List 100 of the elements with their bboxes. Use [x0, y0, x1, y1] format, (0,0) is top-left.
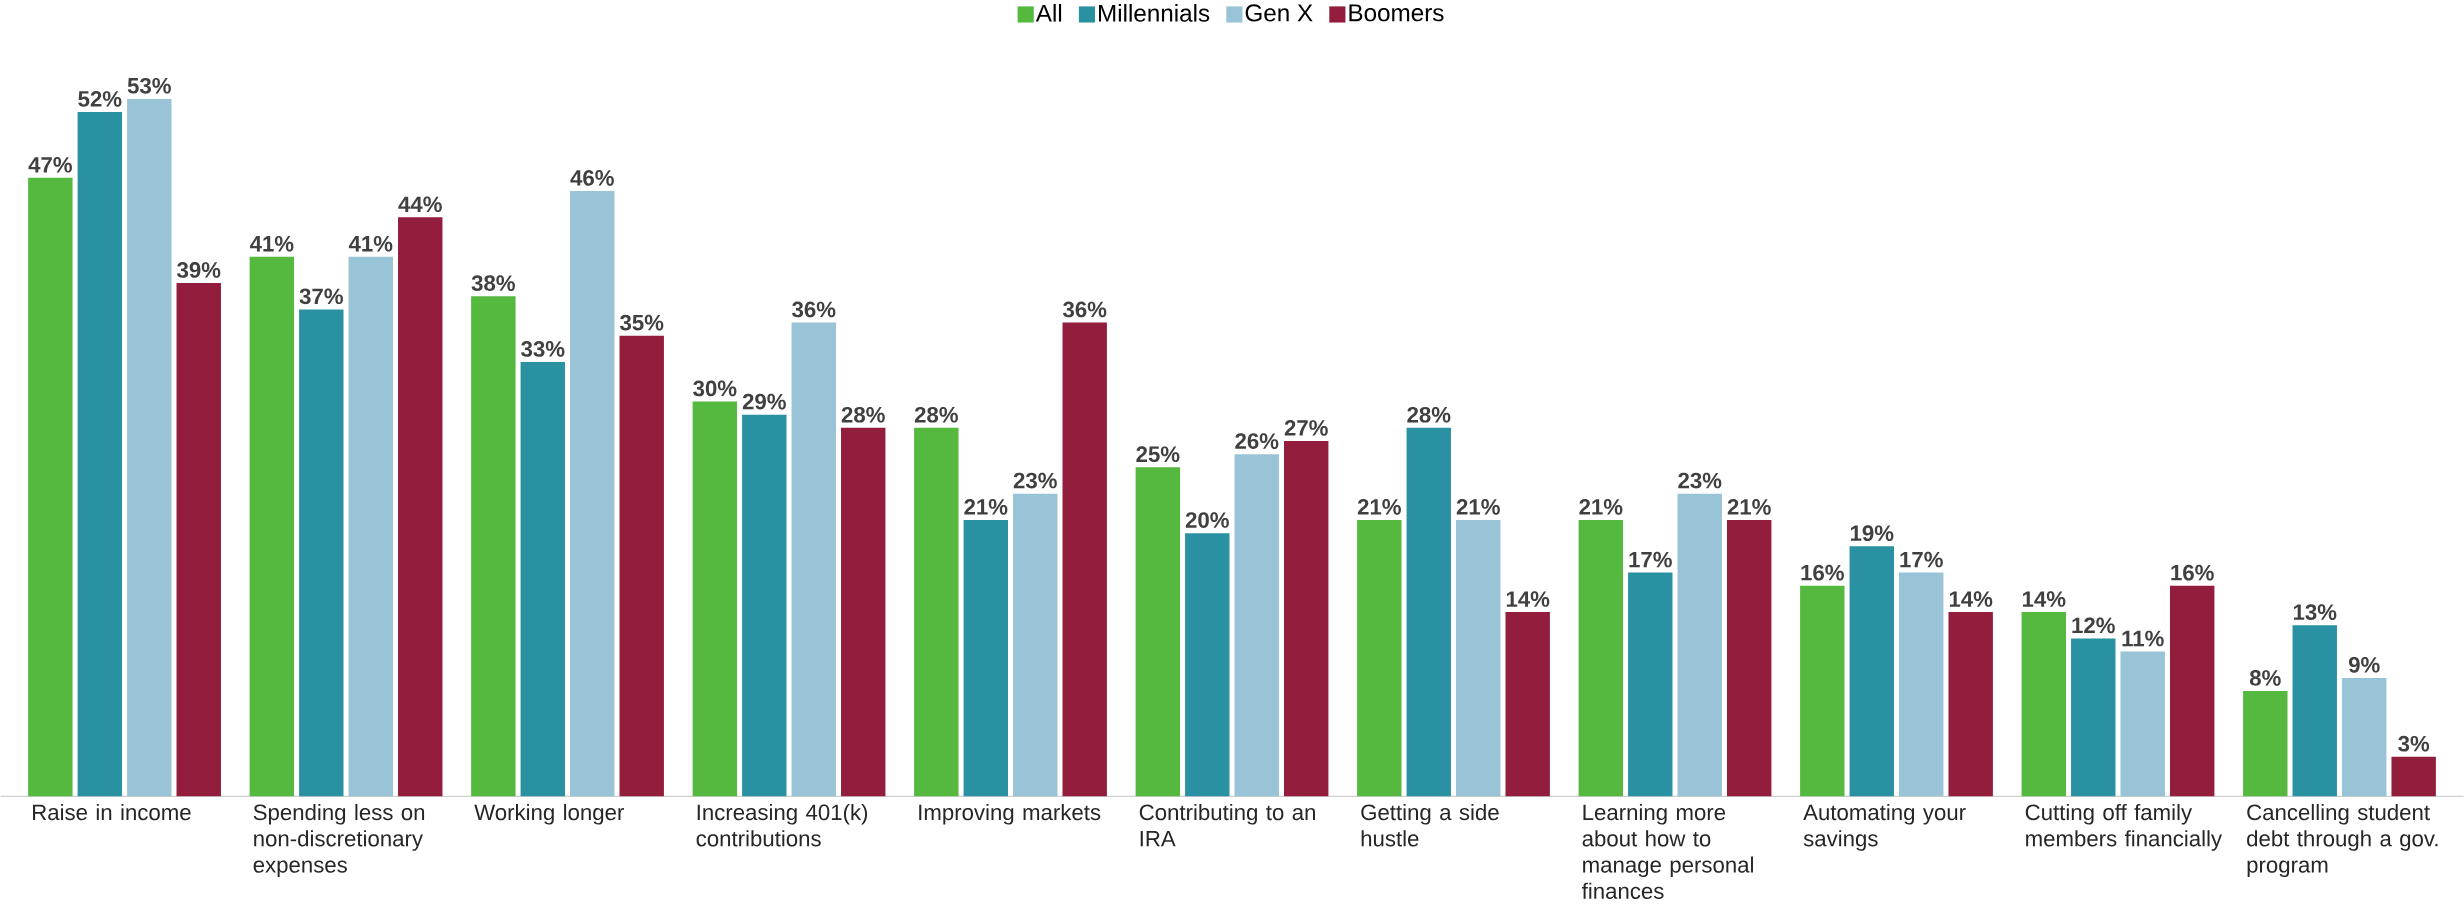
- bar: [1849, 546, 1894, 797]
- data-label: 23%: [1678, 472, 1722, 489]
- data-label: 46%: [570, 169, 614, 186]
- bar: [1726, 519, 1772, 797]
- data-label: 30%: [693, 380, 737, 397]
- data-label: 17%: [1900, 551, 1943, 568]
- bar: [471, 296, 516, 797]
- data-label: 25%: [1136, 446, 1180, 462]
- bar: [398, 217, 443, 797]
- bar: [1185, 532, 1230, 797]
- bar: [2292, 625, 2337, 797]
- data-label: 12%: [2072, 617, 2115, 633]
- legend-label: All: [1035, 3, 1062, 22]
- data-label: 23%: [1013, 472, 1057, 489]
- data-label: 28%: [914, 406, 958, 423]
- data-label: 33%: [521, 340, 565, 357]
- bar: [1284, 440, 1329, 797]
- data-label: 11%: [2122, 630, 2164, 647]
- data-label: 26%: [1235, 433, 1279, 449]
- data-label: 17%: [1629, 551, 1672, 568]
- data-label: 20%: [1185, 511, 1229, 528]
- bar: [2071, 638, 2116, 797]
- bar: [28, 177, 73, 797]
- data-label: 52%: [78, 90, 122, 107]
- bar: [1899, 572, 1944, 797]
- data-label: 36%: [1063, 301, 1107, 318]
- x-tick-label: Working longer: [474, 803, 624, 825]
- x-tick-label: Contributing to an IRA: [1139, 803, 1315, 847]
- bar: [914, 427, 959, 797]
- data-label: 21%: [1357, 498, 1401, 515]
- bar: [791, 322, 836, 797]
- data-label: 8%: [2249, 669, 2281, 686]
- bar: [1357, 519, 1402, 797]
- bar: [570, 190, 615, 797]
- bar: [176, 282, 221, 797]
- bar: [249, 256, 295, 797]
- data-label: 14%: [1506, 591, 1550, 607]
- data-label: 53%: [127, 77, 171, 94]
- data-label: 28%: [841, 406, 885, 423]
- data-label: 16%: [1801, 564, 1844, 581]
- bar: [299, 309, 344, 797]
- data-label: 16%: [2171, 564, 2214, 581]
- bar: [2169, 585, 2215, 797]
- bar: [2391, 756, 2436, 797]
- data-label: 38%: [471, 275, 515, 291]
- bar: [1406, 427, 1451, 797]
- bar: [742, 414, 787, 797]
- data-label: 28%: [1407, 406, 1451, 423]
- data-label: 41%: [348, 235, 393, 252]
- bar: [1578, 519, 1624, 797]
- bar: [692, 401, 738, 797]
- x-tick-label: Cancelling student debt through a gov. program: [2247, 803, 2438, 877]
- data-label: 27%: [1284, 419, 1328, 436]
- data-label: 21%: [1456, 498, 1500, 515]
- x-tick-label: Raise in income: [33, 803, 191, 821]
- data-label: 3%: [2398, 735, 2430, 752]
- x-tick-label: Cutting off family members financially: [2025, 803, 2223, 851]
- x-tick-label: Automating your savings: [1803, 803, 1966, 851]
- bar: [963, 519, 1008, 797]
- bar: [841, 427, 886, 797]
- data-label: 29%: [742, 393, 786, 410]
- bar: [1800, 585, 1845, 797]
- bar: [348, 256, 393, 797]
- x-tick-label: Learning more about how to manage personal finances: [1581, 803, 1753, 899]
- data-label: 14%: [1949, 591, 1993, 607]
- bar: [1677, 493, 1722, 797]
- data-label: 41%: [249, 235, 294, 252]
- data-label: 39%: [177, 261, 221, 278]
- bar: [2243, 690, 2288, 797]
- x-tick-label: Getting a side hustle: [1361, 803, 1499, 847]
- data-label: 21%: [1579, 498, 1623, 515]
- bar: [1135, 467, 1181, 797]
- x-tick-label: Increasing 401(k) contributions: [696, 803, 868, 847]
- bar: [1505, 611, 1550, 797]
- data-label: 47%: [28, 156, 72, 173]
- bar: [1628, 572, 1673, 797]
- bar: [1062, 322, 1107, 797]
- data-label: 37%: [299, 288, 343, 305]
- data-label: 36%: [792, 301, 836, 318]
- bar: [520, 361, 566, 797]
- bar: [619, 335, 664, 797]
- data-label: 9%: [2348, 656, 2380, 673]
- bar: [2342, 677, 2387, 797]
- bar: [1948, 611, 1993, 797]
- bar: [1234, 454, 1279, 797]
- bar: [77, 111, 123, 797]
- data-label: 13%: [2293, 604, 2337, 620]
- bar: [2120, 651, 2165, 797]
- data-label: 21%: [1727, 498, 1771, 515]
- data-label: 44%: [398, 196, 442, 212]
- data-label: 35%: [620, 314, 664, 331]
- x-tick-label: Spending less on non-discretionary expenses: [253, 803, 425, 877]
- data-label: 19%: [1850, 525, 1894, 541]
- x-tick-label: Improving markets: [919, 803, 1101, 825]
- legend-label: Millennials: [1099, 3, 1210, 22]
- bar: [1013, 493, 1058, 797]
- data-label: 21%: [964, 498, 1008, 515]
- legend-label: Gen X: [1245, 4, 1313, 22]
- bar: [2021, 611, 2066, 797]
- bar: [127, 98, 172, 797]
